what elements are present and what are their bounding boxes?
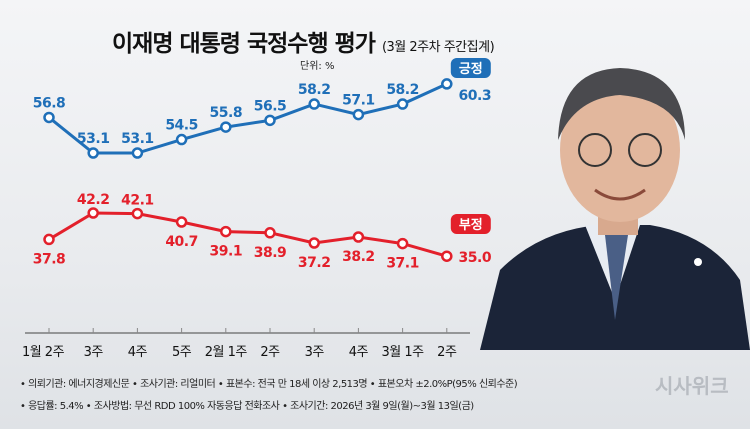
data-point <box>131 207 144 220</box>
data-label: 37.2 <box>298 255 331 271</box>
unit-label: 단위: % <box>300 61 335 72</box>
data-label: 42.2 <box>77 192 110 208</box>
title-text: 이재명 대통령 국정수행 평가 <box>112 31 376 57</box>
x-tick-label: 4주 <box>349 345 369 360</box>
data-point <box>308 98 320 110</box>
x-tick-label: 2주 <box>437 345 457 360</box>
legend-label: 긍정 <box>459 61 483 77</box>
data-point <box>175 133 188 146</box>
x-tick-label: 3월 1주 <box>382 345 425 360</box>
x-tick-label: 3주 <box>84 345 104 360</box>
data-label: 39.1 <box>210 244 243 260</box>
data-point <box>352 231 365 243</box>
data-point <box>441 250 453 262</box>
x-tick-label: 5주 <box>172 345 192 360</box>
data-label: 37.8 <box>33 251 66 267</box>
x-tick-label: 2월 1주 <box>205 345 248 360</box>
data-label: 60.3 <box>459 88 492 104</box>
x-tick-label: 3주 <box>305 345 325 360</box>
data-point <box>264 114 276 127</box>
data-label: 55.8 <box>210 105 243 121</box>
data-point <box>264 227 276 239</box>
data-point <box>175 216 188 228</box>
data-label: 53.1 <box>77 131 110 147</box>
subtitle: (3월 2주차 주간집계) <box>381 40 495 55</box>
x-tick-label: 2주 <box>260 345 280 360</box>
data-point <box>43 233 55 246</box>
president-photo <box>480 40 750 350</box>
data-point <box>396 237 409 250</box>
data-label: 42.1 <box>121 193 154 209</box>
data-point <box>131 147 144 159</box>
data-label: 37.1 <box>386 256 419 272</box>
footer-line-2: • 응답률: 5.4% • 조사방법: 무선 RDD 100% 자동응답 전화조… <box>20 401 474 412</box>
legend-badge-positive <box>450 58 491 78</box>
logo: 시사위크 <box>655 374 729 398</box>
x-tick-label: 4주 <box>128 345 148 360</box>
x-tick-label: 1월 2주 <box>22 345 65 360</box>
legend-label: 부정 <box>459 217 483 233</box>
data-point <box>220 225 232 238</box>
data-point <box>43 111 55 124</box>
data-label: 54.5 <box>165 118 198 134</box>
series-line-negative <box>48 211 448 258</box>
data-label: 58.2 <box>386 82 419 98</box>
data-label: 38.9 <box>254 245 287 261</box>
data-label: 58.2 <box>298 82 331 98</box>
data-label: 57.1 <box>342 93 375 109</box>
data-point <box>352 108 365 121</box>
series-line-positive <box>48 82 448 155</box>
data-label: 40.7 <box>165 234 198 250</box>
data-label: 56.8 <box>33 95 66 111</box>
data-point <box>87 207 99 219</box>
data-label: 35.0 <box>459 250 492 266</box>
data-point <box>396 98 409 110</box>
data-point <box>308 237 320 249</box>
legend-badge-negative <box>450 214 491 234</box>
page-title: 이재명 대통령 국정수행 평가 (3월 2주차 주간집계) <box>112 24 495 58</box>
data-point <box>441 78 453 90</box>
data-point <box>220 121 232 133</box>
data-label: 53.1 <box>121 131 154 147</box>
data-point <box>87 147 99 159</box>
data-label: 38.2 <box>342 249 375 265</box>
data-label: 56.5 <box>254 98 287 114</box>
footer-line-1: • 의뢰기관: 에너지경제신문 • 조사기관: 리얼미터 • 표본수: 전국 만… <box>20 379 518 390</box>
